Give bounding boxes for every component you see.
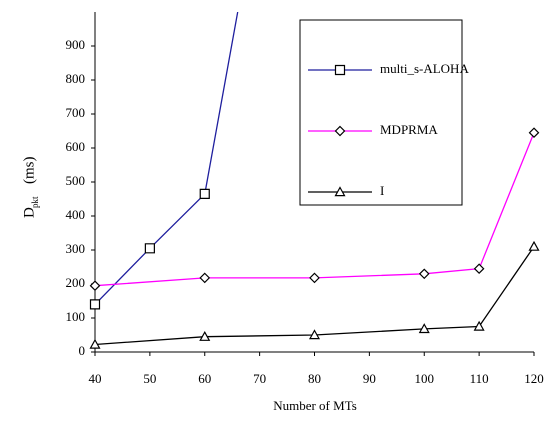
marker <box>199 272 211 284</box>
marker <box>473 320 485 331</box>
x-tick-label: 70 <box>253 371 266 386</box>
y-axis-label: D pkt (ms) <box>21 157 40 219</box>
legend-box <box>299 19 463 206</box>
marker <box>418 323 430 334</box>
x-tick-label: 80 <box>308 371 321 386</box>
series-line <box>95 12 239 305</box>
marker <box>334 64 346 76</box>
y-tick-label: 300 <box>66 241 86 256</box>
marker <box>473 263 485 275</box>
marker <box>308 329 321 340</box>
marker <box>418 268 430 280</box>
y-tick-label: 400 <box>66 207 86 222</box>
y-label-unit: (ms) <box>21 157 37 185</box>
series-line <box>95 246 535 346</box>
y-label-main: D <box>21 207 37 218</box>
x-tick-label: 50 <box>143 371 156 386</box>
marker <box>199 188 210 199</box>
marker <box>199 330 211 341</box>
marker <box>528 240 540 251</box>
marker <box>334 186 346 197</box>
marker <box>309 272 320 284</box>
marker <box>334 125 346 137</box>
x-tick-label: 120 <box>524 371 544 386</box>
y-tick-label: 800 <box>66 71 86 86</box>
legend-label: multi_s-ALOHA <box>380 61 469 76</box>
y-label-sub: pkt <box>30 196 40 208</box>
x-tick-label: 60 <box>198 371 211 386</box>
series-line <box>95 132 535 287</box>
y-tick-label: 200 <box>66 275 86 290</box>
y-tick-label: 100 <box>66 309 86 324</box>
x-axis-label: Number of MTs <box>273 398 357 413</box>
marker <box>528 127 540 139</box>
marker <box>89 338 101 349</box>
legend-label: I <box>380 183 384 198</box>
x-tick-label: 90 <box>363 371 376 386</box>
x-tick-label: 100 <box>415 371 435 386</box>
legend-label: MDPRMA <box>380 122 438 137</box>
x-tick-label: 40 <box>89 371 102 386</box>
marker <box>89 299 101 310</box>
y-tick-label: 900 <box>66 37 86 52</box>
marker <box>144 243 155 254</box>
y-tick-label: 0 <box>79 343 86 358</box>
marker <box>89 280 101 292</box>
x-tick-label: 110 <box>470 371 489 386</box>
y-tick-label: 700 <box>66 105 86 120</box>
y-tick-label: 600 <box>66 139 86 154</box>
y-tick-label: 500 <box>66 173 86 188</box>
